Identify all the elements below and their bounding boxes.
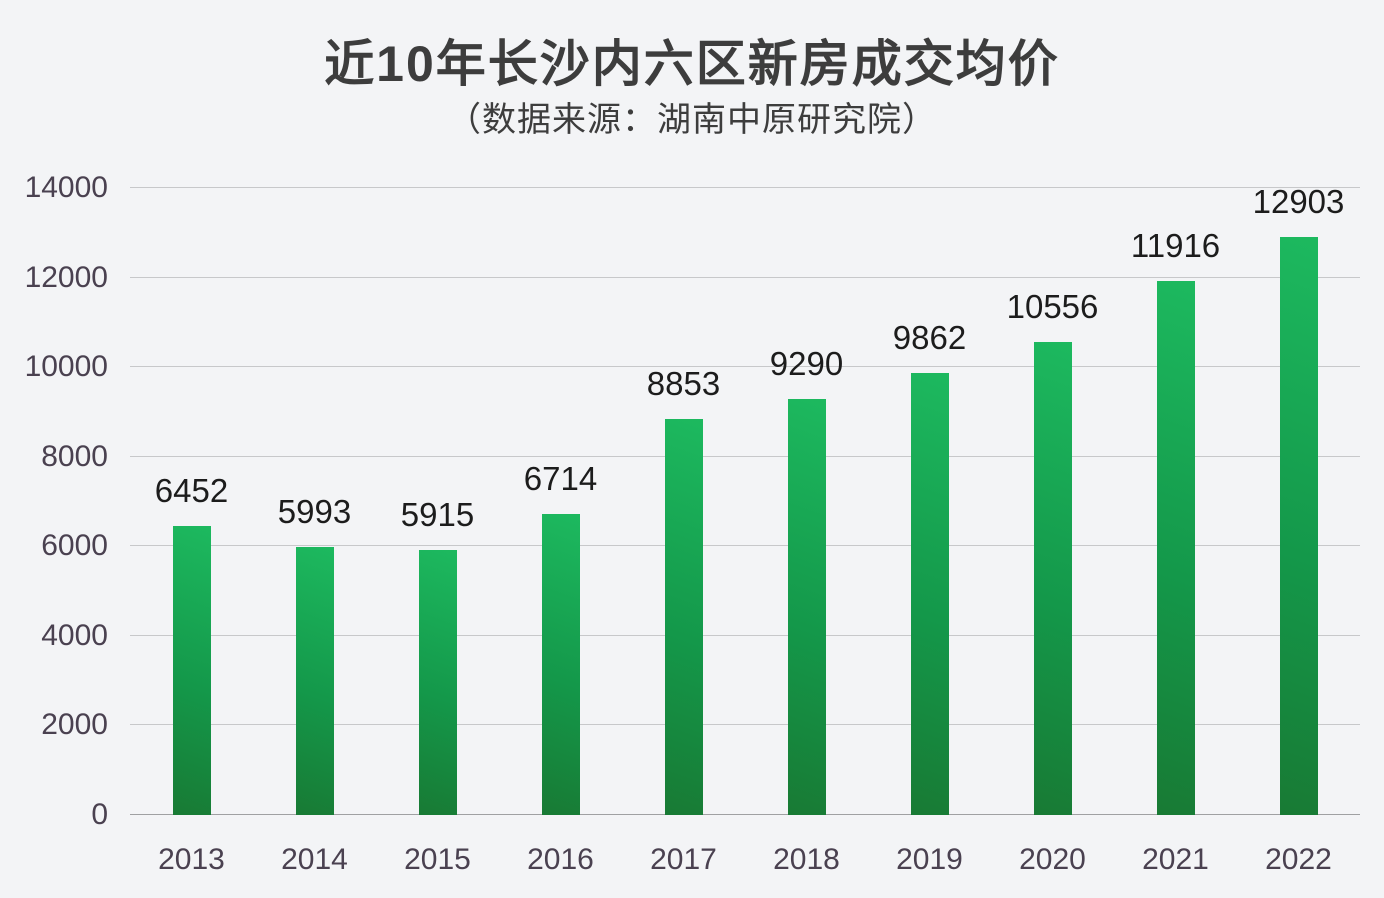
- value-label-2015: 5915: [400, 496, 475, 534]
- x-tick-label-2014: 2014: [281, 843, 348, 876]
- y-tick-label-10000: 10000: [24, 350, 108, 384]
- x-tick-label-2013: 2013: [158, 843, 225, 876]
- bar-group-2018: 9290 2018: [745, 188, 868, 876]
- value-label-2021: 11916: [1130, 227, 1221, 265]
- y-tick-label-14000: 14000: [24, 171, 108, 204]
- value-label-2017: 8853: [646, 364, 721, 402]
- x-tick-label-2016: 2016: [527, 843, 594, 876]
- bar-2016: [541, 514, 580, 815]
- value-label-2018: 9290: [769, 344, 844, 382]
- x-tick-label-2018: 2018: [773, 843, 840, 876]
- bar-2014: [295, 546, 334, 815]
- y-tick-label-6000: 6000: [41, 529, 108, 563]
- bar-group-2013: 6452 2013: [130, 188, 253, 876]
- bar-group-2016: 6714 2016: [499, 188, 622, 876]
- bar-2017: [664, 418, 703, 815]
- gridline-14000: [130, 187, 1360, 188]
- gridline-8000: [130, 455, 1360, 457]
- y-tick-label-4000: 4000: [41, 618, 108, 652]
- chart-subtitle: （数据来源：湖南中原研究院）: [447, 101, 937, 139]
- y-tick-label-2000: 2000: [41, 708, 108, 742]
- y-tick-label-0: 0: [91, 798, 108, 831]
- gridline-0: [130, 814, 1360, 815]
- value-label-2013: 6452: [154, 472, 229, 510]
- bar-group-2017: 8853 2017: [622, 188, 745, 876]
- value-label-2014: 5993: [277, 492, 352, 530]
- plot-area: 6452 2013 5993 2014 5915 2015 6714 2016 8853 2017…: [130, 183, 1360, 876]
- bar-2019: [910, 373, 949, 815]
- bar-2013: [172, 526, 211, 815]
- bar-2022: [1279, 237, 1318, 815]
- x-tick-label-2020: 2020: [1019, 843, 1086, 876]
- gridline-2000: [130, 724, 1360, 726]
- bar-group-2022: 12903 2022: [1237, 183, 1360, 876]
- y-tick-label-12000: 12000: [24, 260, 108, 294]
- bar-2021: [1156, 281, 1195, 815]
- x-tick-label-2022: 2022: [1265, 843, 1332, 876]
- gridline-4000: [130, 634, 1360, 636]
- value-label-2016: 6714: [523, 460, 598, 498]
- x-tick-label-2021: 2021: [1142, 843, 1209, 876]
- bar-group-2015: 5915 2015: [376, 188, 499, 876]
- bar-group-2014: 5993 2014: [253, 188, 376, 876]
- value-label-2020: 10556: [1006, 288, 1099, 326]
- bar-group-2020: 10556 2020: [991, 188, 1114, 876]
- chart-title: 近10年长沙内六区新房成交均价: [324, 36, 1060, 92]
- bar-2018: [787, 398, 826, 815]
- bar-2015: [418, 550, 457, 815]
- bar-group-2019: 9862 2019: [868, 188, 991, 876]
- bar-group-2021: 11916 2021: [1114, 188, 1237, 876]
- gridline-6000: [130, 545, 1360, 547]
- gridline-12000: [130, 276, 1360, 278]
- gridline-10000: [130, 366, 1360, 368]
- value-label-2022: 12903: [1252, 183, 1345, 221]
- x-tick-label-2017: 2017: [650, 843, 717, 876]
- x-tick-label-2015: 2015: [404, 843, 471, 876]
- value-label-2019: 9862: [892, 319, 967, 357]
- y-tick-label-8000: 8000: [41, 439, 108, 473]
- bar-2020: [1033, 342, 1072, 815]
- y-axis: 0 2000 4000 6000 8000 10000 12000 14000: [0, 171, 108, 831]
- x-tick-label-2019: 2019: [896, 843, 963, 876]
